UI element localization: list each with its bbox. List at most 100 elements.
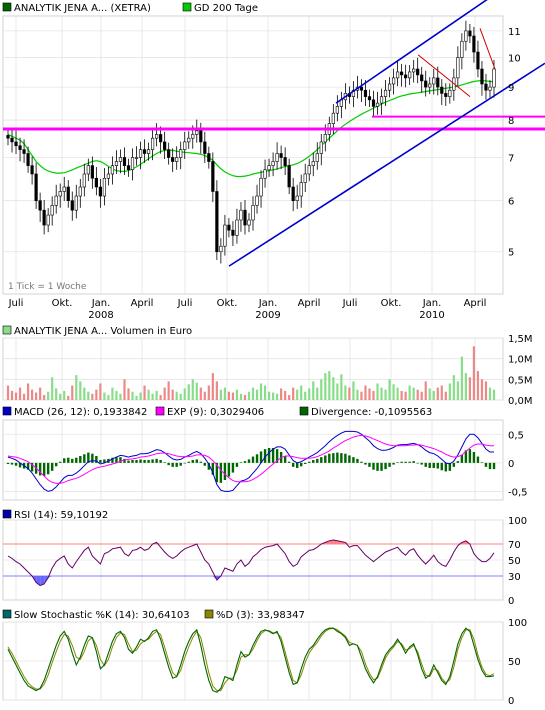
volume-bar-65 — [267, 391, 271, 400]
red-line-2 — [479, 28, 496, 70]
candle-body-50 — [207, 153, 211, 162]
divergence-bar-30 — [127, 460, 130, 463]
candle-body-96 — [391, 77, 396, 85]
candle-body-105 — [428, 83, 432, 88]
divergence-bar-104 — [424, 462, 427, 467]
volume-bar-47 — [195, 382, 198, 400]
candle-body-68 — [279, 153, 283, 158]
volume-bar-64 — [263, 385, 267, 400]
stoch-y-tick-2: 100 — [508, 618, 527, 629]
divergence-bar-36 — [151, 459, 154, 463]
trend-channel-lower — [228, 62, 545, 267]
candle-body-109 — [444, 93, 448, 97]
divergence-bar-0 — [6, 462, 10, 464]
x-year-0: 2008 — [88, 310, 113, 321]
divergence-bar-40 — [167, 462, 170, 466]
volume-bar-39 — [163, 387, 166, 400]
volume-bar-77 — [316, 387, 319, 400]
legend-stoch-d-label: %D (3): 33,98347 — [216, 610, 305, 621]
volume-bar-12 — [55, 388, 58, 400]
volume-bar-57 — [235, 389, 239, 400]
candle-body-66 — [271, 161, 275, 166]
volume-bar-14 — [63, 390, 66, 400]
rsi-y-tick-1: 30 — [508, 572, 521, 583]
candle-body-106 — [432, 77, 436, 85]
candle-body-7 — [34, 173, 38, 201]
price-y-tick-1: 6 — [508, 197, 514, 208]
volume-bar-44 — [183, 388, 186, 400]
candle-body-33 — [138, 149, 143, 158]
price-x-axis: Juli Okt. Jan. April Juli Okt. Jan. April Juli Ok… — [8, 298, 487, 321]
divergence-bar-69 — [283, 456, 287, 463]
divergence-bar-90 — [368, 462, 371, 467]
divergence-bar-35 — [147, 460, 150, 463]
rsi-oversold-fill-9 — [40, 576, 45, 586]
legend-price-swatch — [2, 2, 12, 12]
candle-body-59 — [243, 209, 247, 226]
divergence-bar-95 — [388, 462, 391, 467]
price-y-tick-0: 5 — [508, 248, 514, 259]
divergence-bar-99 — [404, 461, 407, 463]
candle-body-78 — [319, 141, 323, 154]
volume-bar-35 — [147, 389, 150, 400]
volume-bar-96 — [392, 384, 395, 400]
legend-gd200-label: GD 200 Tage — [194, 3, 258, 14]
candle-body-97 — [396, 71, 400, 79]
volume-bar-74 — [304, 391, 307, 400]
price-plot-area — [2, 15, 504, 295]
divergence-bar-10 — [46, 462, 50, 475]
volume-bars — [6, 346, 496, 400]
candle-body-10 — [46, 214, 50, 226]
candle-body-92 — [375, 102, 380, 107]
divergence-bar-82 — [336, 452, 339, 463]
volume-bar-51 — [211, 373, 214, 400]
divergence-bar-47 — [195, 459, 198, 463]
candle-body-13 — [58, 191, 62, 197]
volume-bar-110 — [448, 383, 451, 400]
divergence-bar-85 — [348, 455, 351, 463]
candle-body-57 — [235, 219, 239, 236]
divergence-bar-109 — [444, 462, 448, 472]
divergence-bar-91 — [372, 462, 375, 470]
rsi-y-tick-4: 100 — [508, 516, 527, 527]
candle-body-62 — [255, 195, 259, 206]
volume-bar-89 — [364, 385, 367, 400]
candle-body-6 — [30, 165, 34, 175]
volume-bar-0 — [6, 385, 10, 400]
divergence-bar-77 — [316, 458, 319, 463]
divergence-bar-66 — [271, 448, 275, 463]
divergence-bar-19 — [83, 454, 86, 463]
divergence-bar-89 — [364, 462, 367, 465]
divergence-bar-1 — [10, 462, 14, 465]
volume-bar-88 — [360, 391, 363, 400]
divergence-bar-108 — [440, 462, 443, 471]
volume-bar-67 — [276, 393, 279, 400]
legend-volume-swatch — [2, 325, 12, 335]
divergence-bar-46 — [191, 460, 194, 463]
volume-bar-28 — [119, 393, 122, 400]
divergence-bar-34 — [143, 460, 146, 463]
volume-bar-27 — [115, 390, 118, 400]
candle-body-29 — [122, 157, 127, 166]
candle-body-3 — [18, 145, 22, 150]
price-grid — [3, 16, 503, 294]
candle-body-40 — [167, 149, 171, 158]
candle-body-8 — [38, 200, 42, 211]
candle-body-11 — [50, 205, 54, 216]
divergence-bar-117 — [476, 456, 480, 463]
divergence-bar-74 — [304, 462, 307, 464]
volume-bar-16 — [71, 385, 74, 400]
macd-y-axis: -0,5 0 0,5 — [508, 430, 528, 498]
price-y-tick-5: 10 — [508, 54, 521, 65]
volume-bar-19 — [83, 387, 86, 400]
volume-bar-3 — [18, 387, 22, 400]
divergence-bar-71 — [291, 462, 295, 467]
volume-bar-92 — [376, 383, 379, 400]
volume-bar-48 — [199, 387, 202, 400]
divergence-bar-52 — [215, 462, 219, 483]
volume-bar-117 — [476, 371, 480, 400]
divergence-bar-59 — [243, 461, 247, 463]
candle-body-17 — [74, 195, 78, 211]
volume-y-tick-0: 0,0M — [508, 396, 533, 407]
divergence-bar-81 — [332, 453, 335, 463]
